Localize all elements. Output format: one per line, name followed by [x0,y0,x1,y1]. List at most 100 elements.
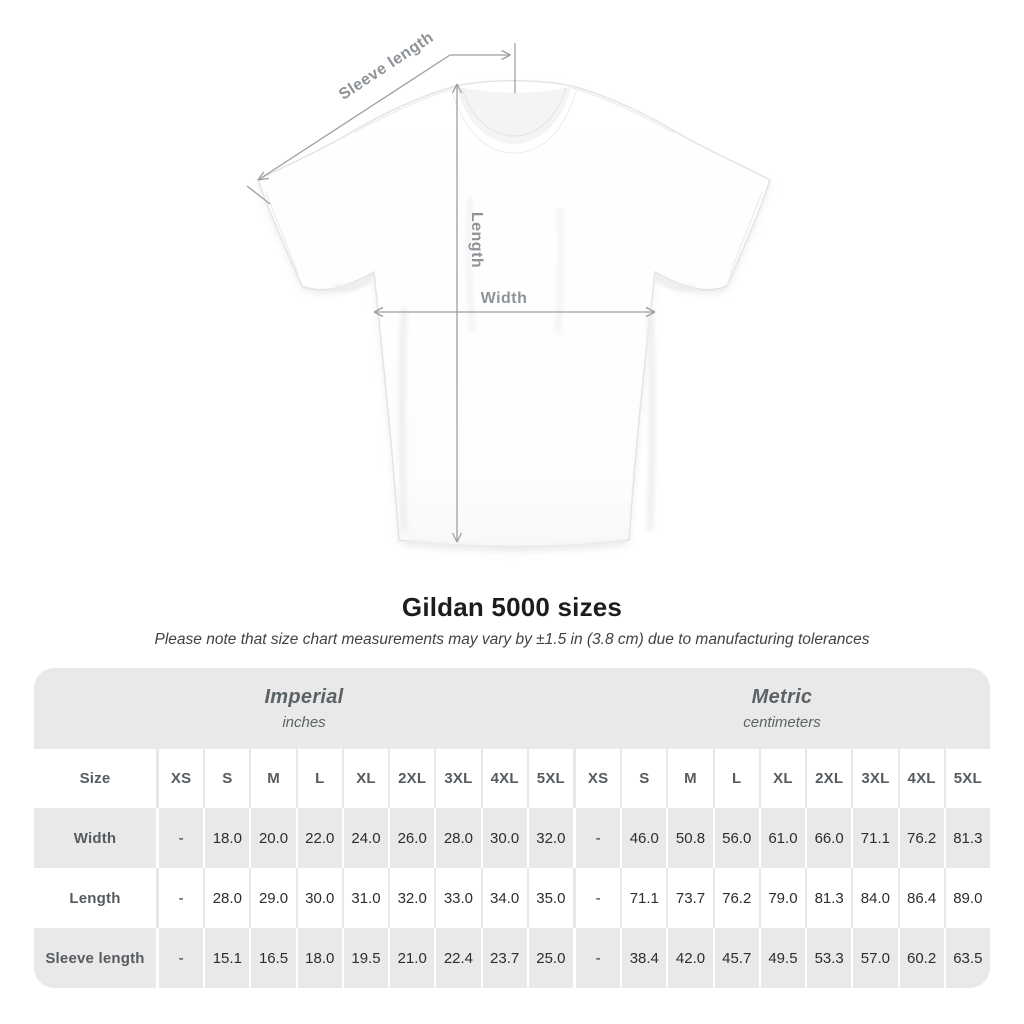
collar-opening [456,86,572,144]
cell: 18.0 [203,808,250,868]
cell: 73.7 [666,868,713,928]
row-label-sleeve-length: Sleeve length [34,928,156,988]
cell: 30.0 [480,808,527,868]
cell: 28.0 [434,808,481,868]
col-header-imperial-5xl: 5XL [526,749,573,808]
cell: 89.0 [943,868,990,928]
width-label: Width [481,290,528,307]
cell: - [156,808,204,868]
cell: - [156,928,204,988]
cell: 71.1 [851,808,898,868]
table-row-width: Width - 18.0 20.0 22.0 24.0 26.0 28.0 30… [34,808,990,868]
cell: 35.0 [526,868,573,928]
fabric-folds [333,197,695,550]
col-header-metric-2xl: 2XL [805,749,852,808]
cell: 63.5 [943,928,990,988]
shoulder-seam-right [571,87,675,134]
cell: 26.0 [388,808,435,868]
tolerance-note: Please note that size chart measurements… [154,631,870,648]
length-label: Length [468,212,485,268]
cell: 46.0 [620,808,667,868]
cell: 61.0 [758,808,806,868]
row-label-length: Length [34,868,156,928]
sleeve-end-tick [246,185,271,205]
cell: - [572,868,621,928]
tshirt-graphic [257,80,771,548]
cell: 21.0 [388,928,435,988]
cell: 24.0 [341,808,389,868]
measurement-lines [246,43,656,543]
table-row-length: Length - 28.0 29.0 30.0 31.0 32.0 33.0 3… [34,868,990,928]
row-label-width: Width [34,808,156,868]
cell: 38.4 [620,928,667,988]
col-header-imperial-3xl: 3XL [434,749,481,808]
col-header-metric-3xl: 3XL [851,749,898,808]
imperial-header: Imperial inches [34,668,574,749]
cell: 60.2 [897,928,944,988]
size-header-row: Size XS S M L XL 2XL 3XL 4XL 5XL XS S M … [34,749,990,808]
cell: 19.5 [341,928,389,988]
cell: 32.0 [526,808,573,868]
cell: 79.0 [758,868,806,928]
cell: 34.0 [480,868,527,928]
collar-band [461,87,567,137]
col-header-imperial-xs: XS [156,749,204,808]
metric-title: Metric [751,686,813,708]
cell: 66.0 [805,808,852,868]
table-row-sleeve-length: Sleeve length - 15.1 16.5 18.0 19.5 21.0… [34,928,990,988]
col-header-metric-xs: XS [572,749,621,808]
cell: - [572,808,621,868]
cell: 53.3 [805,928,852,988]
cell: 84.0 [851,868,898,928]
cell: 45.7 [712,928,759,988]
sleeve-length-arrow [257,54,451,181]
cell: 31.0 [341,868,389,928]
col-header-metric-xl: XL [758,749,806,808]
cell: 30.0 [295,868,342,928]
cell: 15.1 [203,928,250,988]
cell: 16.5 [249,928,296,988]
cell: 32.0 [388,868,435,928]
sleeve-seam-left [265,191,299,275]
cell: 81.3 [943,808,990,868]
size-table: Imperial inches Metric centimeters Size … [34,668,990,988]
shoulder-seam-left [353,87,457,134]
cell: - [572,928,621,988]
col-header-metric-s: S [620,749,667,808]
cell: 33.0 [434,868,481,928]
col-header-imperial-s: S [203,749,250,808]
cell: 22.4 [434,928,481,988]
metric-unit: centimeters [743,714,821,731]
cell: 29.0 [249,868,296,928]
col-header-metric-4xl: 4XL [897,749,944,808]
cell: 18.0 [295,928,342,988]
cell: 56.0 [712,808,759,868]
size-column-header: Size [34,749,156,808]
cell: 76.2 [897,808,944,868]
col-header-metric-m: M [666,749,713,808]
imperial-unit: inches [282,714,326,731]
col-header-imperial-xl: XL [341,749,389,808]
cell: 22.0 [295,808,342,868]
col-header-metric-5xl: 5XL [943,749,990,808]
page-title: Gildan 5000 sizes [401,592,623,622]
cell: 50.8 [666,808,713,868]
tshirt-diagram: Sleeve length Length Width [246,29,771,551]
cell: 20.0 [249,808,296,868]
cell: 86.4 [897,868,944,928]
cell: 28.0 [203,868,250,928]
cell: 81.3 [805,868,852,928]
cell: 23.7 [480,928,527,988]
cell: 25.0 [526,928,573,988]
collar-stitch [451,90,577,154]
cell: 57.0 [851,928,898,988]
col-header-imperial-m: M [249,749,296,808]
unit-band: Imperial inches Metric centimeters [34,668,990,749]
col-header-imperial-2xl: 2XL [388,749,435,808]
cell: 49.5 [758,928,806,988]
col-header-imperial-4xl: 4XL [480,749,527,808]
cell: - [156,868,204,928]
sleeve-seam-right [729,191,763,275]
cell: 42.0 [666,928,713,988]
